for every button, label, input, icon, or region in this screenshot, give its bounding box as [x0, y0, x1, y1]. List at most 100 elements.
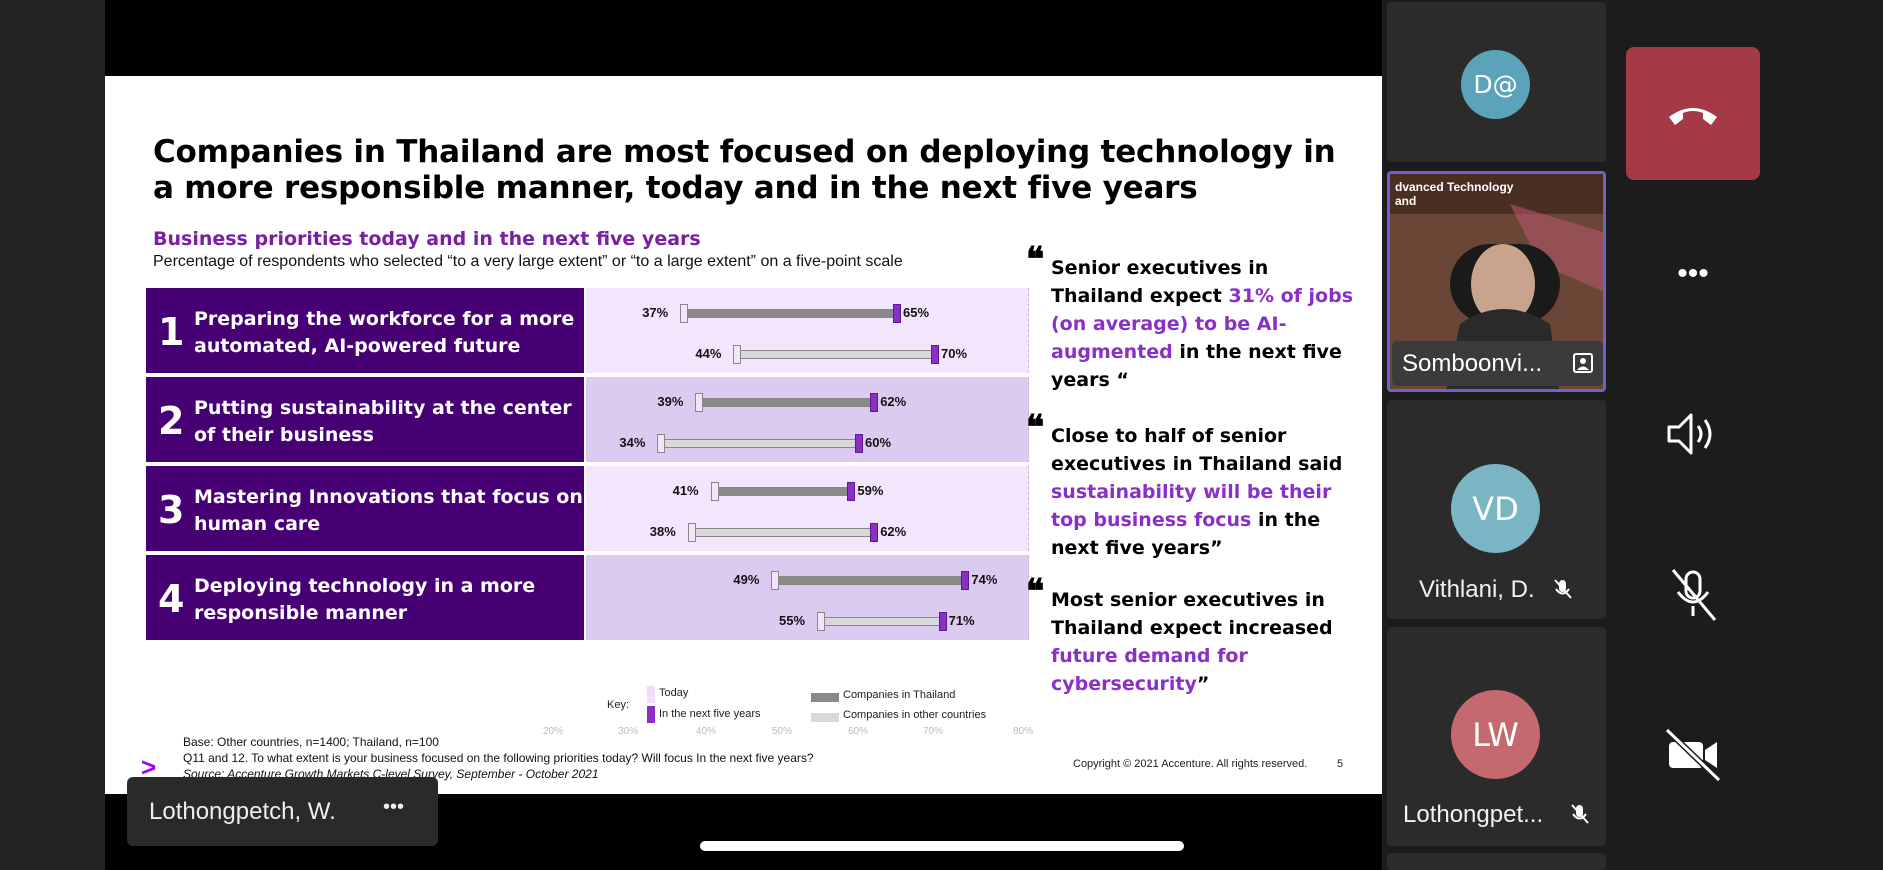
priority-row-1: 1 Preparing the workforce for a more auto…: [146, 288, 1029, 373]
range-bar: [775, 576, 966, 585]
key-thailand-swatch: [811, 693, 839, 702]
next-value-label: 59%: [857, 483, 884, 498]
participant-name: Somboonvi...: [1402, 350, 1543, 377]
participant-video-tile[interactable]: dvanced Technology and Somboonvi...: [1387, 171, 1606, 392]
today-value-label: 49%: [733, 572, 760, 587]
today-marker: [695, 393, 704, 412]
priority-row-4: 4 Deploying technology in a more responsi…: [146, 555, 1029, 640]
today-marker: [817, 612, 825, 631]
participant-tile[interactable]: D@: [1387, 2, 1606, 162]
next-five-years-marker: [855, 434, 863, 453]
muted-mic-icon: [1671, 568, 1717, 621]
today-value-label: 39%: [657, 394, 684, 409]
key-today: Today: [659, 687, 689, 699]
avatar: LW: [1451, 690, 1540, 779]
today-value-label: 44%: [695, 346, 722, 361]
priority-label: Putting sustainability at the center: [194, 397, 572, 419]
hang-up-icon: [1669, 107, 1717, 125]
more-button[interactable]: •••: [1626, 207, 1760, 340]
priority-label: Preparing the workforce for a more: [194, 308, 575, 330]
range-bar: [661, 439, 859, 448]
participant-name: Vithlani, D.: [1419, 576, 1535, 603]
range-bar: [691, 528, 875, 537]
priority-plot: [586, 555, 1029, 640]
priority-plot: [586, 377, 1029, 462]
priority-number: 3: [158, 488, 185, 532]
today-marker: [710, 482, 719, 501]
next-five-years-marker: [961, 571, 970, 590]
presenter-name: Lothongpetch, W.: [149, 798, 336, 825]
next-five-years-marker: [938, 612, 947, 631]
key-today-swatch: [647, 686, 655, 703]
more-options-icon[interactable]: •••: [383, 796, 405, 818]
range-bar: [714, 487, 852, 496]
today-marker: [733, 345, 742, 364]
today-marker: [657, 434, 666, 453]
x-tick-label: 50%: [772, 726, 793, 737]
today-value-label: 37%: [642, 305, 669, 320]
participant-name-bar: Somboonvi...: [1392, 341, 1603, 386]
participant-tile[interactable]: LW Lothongpet...: [1387, 627, 1606, 846]
spotlight-icon: [1573, 353, 1593, 373]
today-value-label: 55%: [779, 613, 806, 628]
next-five-years-marker: [847, 482, 856, 501]
chart-description: Percentage of respondents who selected “…: [153, 253, 903, 270]
copyright: Copyright © 2021 Accenture. All rights r…: [1073, 758, 1308, 770]
quote-3: ❝ Most senior executives in Thailand exp…: [1026, 572, 1333, 695]
video-caption: dvanced Technology and: [1395, 180, 1514, 208]
today-marker: [771, 571, 780, 590]
next-value-label: 74%: [971, 572, 998, 587]
presentation-slide: Companies in Thailand are most focused o…: [105, 76, 1382, 794]
end-call-button[interactable]: [1626, 47, 1760, 180]
priority-row-2: 2 Putting sustainability at the center of…: [146, 377, 1029, 462]
key-next-swatch: [647, 706, 655, 723]
range-bar: [699, 398, 875, 407]
next-value-label: 71%: [948, 613, 975, 628]
key-thailand: Companies in Thailand: [843, 689, 956, 701]
chart-subtitle: Business priorities today and in the nex…: [153, 228, 701, 250]
next-five-years-marker: [870, 523, 879, 542]
x-tick-label: 20%: [543, 726, 564, 737]
presenter-name-chip[interactable]: Lothongpetch, W. •••: [127, 777, 438, 846]
key-other: Companies in other countries: [843, 709, 987, 721]
muted-mic-icon: [1554, 579, 1572, 599]
x-tick-label: 30%: [618, 726, 639, 737]
muted-mic-icon: [1571, 804, 1589, 824]
next-value-label: 62%: [880, 524, 907, 539]
quote-mark-icon: ❝: [1026, 408, 1045, 448]
x-tick-label: 60%: [848, 726, 869, 737]
key-label: Key:: [607, 699, 630, 711]
quote-mark-icon: ❝: [1026, 240, 1045, 280]
participant-tile[interactable]: VD Vithlani, D.: [1387, 400, 1606, 619]
range-bar: [684, 309, 897, 318]
key-next: In the next five years: [659, 708, 761, 720]
avatar: VD: [1451, 464, 1540, 553]
slide-page-number: 5: [1337, 758, 1344, 770]
today-marker: [687, 523, 696, 542]
range-bar: [737, 350, 935, 359]
next-value-label: 62%: [880, 394, 907, 409]
priority-number: 4: [158, 577, 185, 621]
quote-1: ❝ Senior executives in Thailand expect 3…: [1026, 240, 1354, 391]
home-indicator: [700, 841, 1184, 851]
quote-mark-icon: ❝: [1026, 572, 1045, 612]
range-bar: [821, 617, 943, 626]
video-off-icon: [1664, 727, 1722, 782]
accenture-logo-icon: >: [141, 752, 157, 782]
next-five-years-marker: [870, 393, 879, 412]
avatar: D@: [1461, 50, 1530, 119]
priority-label: Mastering Innovations that focus on: [194, 486, 583, 508]
today-value-label: 38%: [649, 524, 676, 539]
participant-name: Lothongpet...: [1403, 801, 1544, 828]
speaker-button[interactable]: [1626, 367, 1760, 500]
next-value-label: 65%: [903, 305, 930, 320]
more-options-icon: •••: [1677, 256, 1709, 290]
next-five-years-marker: [931, 345, 939, 364]
quote-2: ❝ Close to half of senior executives in …: [1026, 408, 1343, 559]
mute-button[interactable]: [1626, 527, 1760, 660]
x-tick-label: 40%: [696, 726, 717, 737]
today-value-label: 41%: [672, 483, 699, 498]
video-button[interactable]: [1626, 687, 1760, 820]
slide-title: Companies in Thailand are most focused o…: [153, 134, 1336, 206]
participant-tile[interactable]: [1387, 853, 1606, 870]
